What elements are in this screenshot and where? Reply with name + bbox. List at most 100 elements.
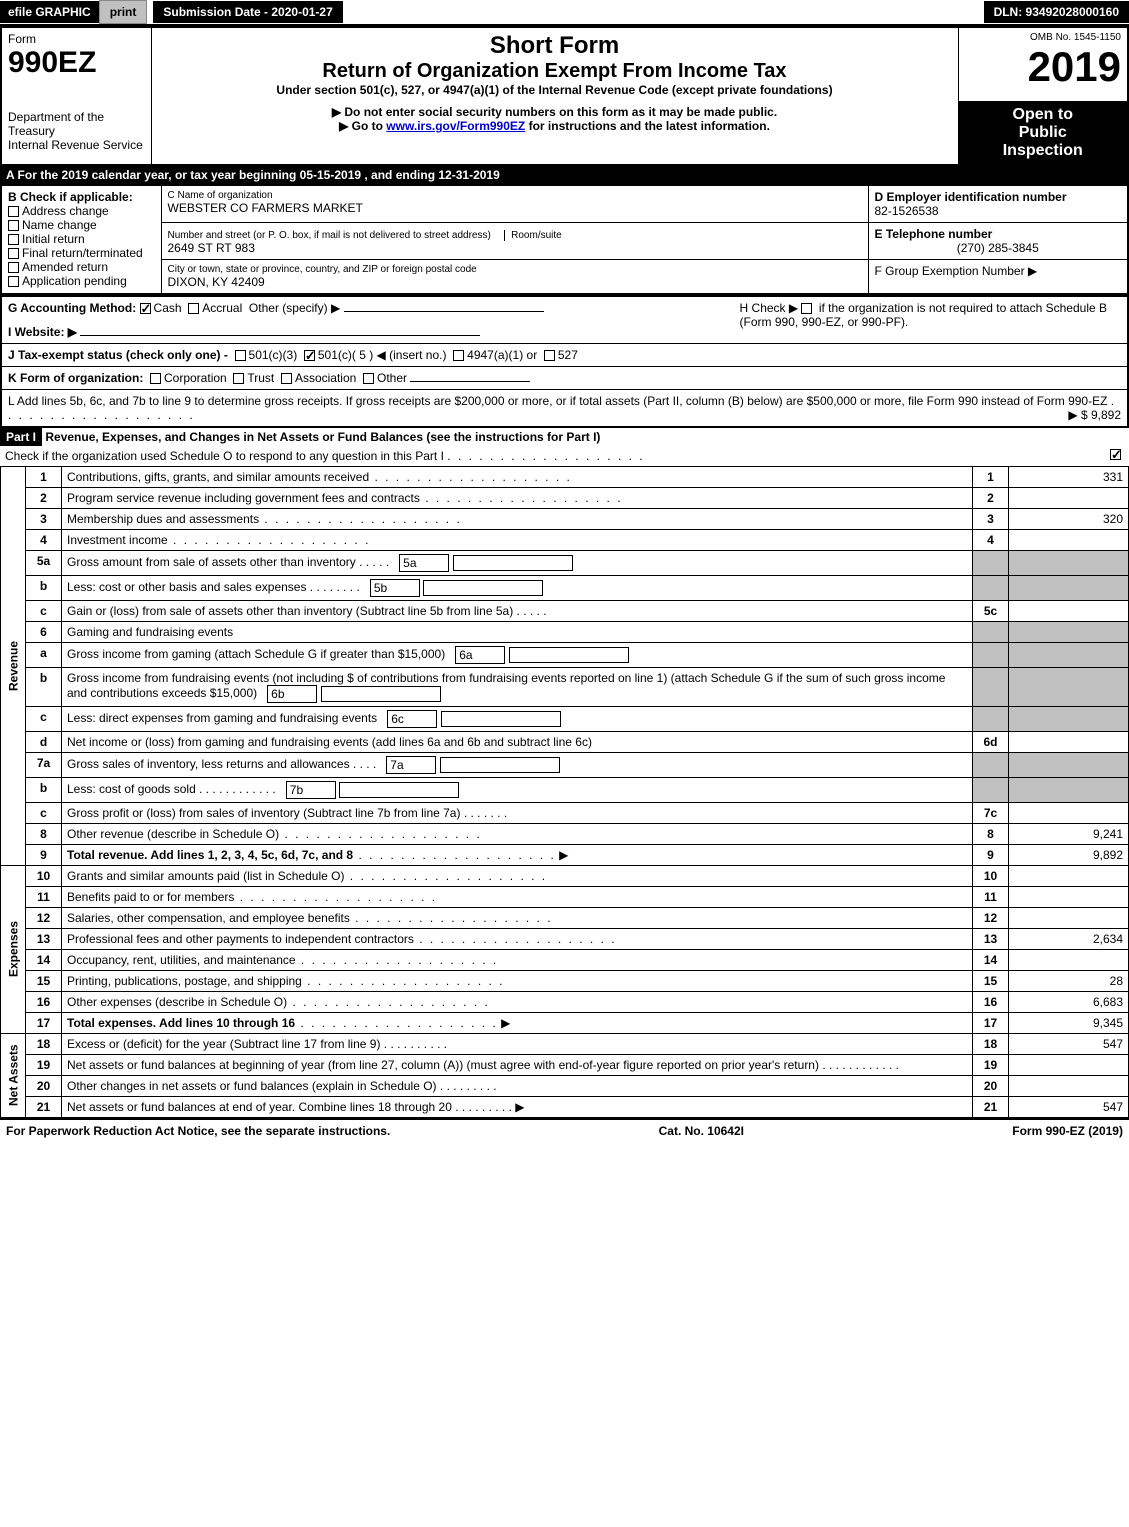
shade-cell <box>973 642 1009 667</box>
chk-cash[interactable] <box>140 303 151 314</box>
row-13: 13 Professional fees and other payments … <box>1 928 1129 949</box>
chk-initial-return[interactable]: Initial return <box>8 232 155 246</box>
sub-6b-label: 6b <box>267 685 317 703</box>
line-amount <box>1009 529 1129 550</box>
row-9: 9 Total revenue. Add lines 1, 2, 3, 4, 5… <box>1 844 1129 865</box>
line-ref: 4 <box>973 529 1009 550</box>
dots-icon <box>234 890 437 904</box>
line-desc: Other expenses (describe in Schedule O) <box>67 995 287 1009</box>
dots-icon <box>295 1016 498 1030</box>
chk-assoc[interactable] <box>281 373 292 384</box>
chk-other-org[interactable] <box>363 373 374 384</box>
line-k-label: K Form of organization: <box>8 371 143 385</box>
line-desc: Gross profit or (loss) from sales of inv… <box>67 806 460 820</box>
line-num: 10 <box>26 865 62 886</box>
line-desc: Net income or (loss) from gaming and fun… <box>67 735 592 749</box>
chk-name-change-label: Name change <box>22 218 97 232</box>
line-ref: 14 <box>973 949 1009 970</box>
row-14: 14 Occupancy, rent, utilities, and maint… <box>1 949 1129 970</box>
line-amount <box>1009 731 1129 752</box>
line-ref: 3 <box>973 508 1009 529</box>
row-8: 8 Other revenue (describe in Schedule O)… <box>1 823 1129 844</box>
line-desc: Net assets or fund balances at beginning… <box>67 1058 819 1072</box>
row-4: 4 Investment income 4 <box>1 529 1129 550</box>
org-name: WEBSTER CO FARMERS MARKET <box>168 201 862 215</box>
line-ref: 10 <box>973 865 1009 886</box>
row-18: Net Assets 18 Excess or (deficit) for th… <box>1 1033 1129 1054</box>
footer-catno: Cat. No. 10642I <box>659 1124 744 1138</box>
row-7b: b Less: cost of goods sold . . . . . . .… <box>1 777 1129 802</box>
line-num: b <box>26 667 62 706</box>
chk-schedule-o[interactable] <box>1110 449 1121 460</box>
line-desc: Benefits paid to or for members <box>67 890 234 904</box>
line-num: 20 <box>26 1075 62 1096</box>
chk-assoc-label: Association <box>295 371 356 385</box>
row-6c: c Less: direct expenses from gaming and … <box>1 706 1129 731</box>
line-num: c <box>26 706 62 731</box>
line-a-tax-year: A For the 2019 calendar year, or tax yea… <box>0 166 1129 184</box>
chk-accrual[interactable] <box>188 303 199 314</box>
chk-final-return[interactable]: Final return/terminated <box>8 246 155 260</box>
line-num: 17 <box>26 1012 62 1033</box>
chk-address-change[interactable]: Address change <box>8 204 155 218</box>
c-label: C Name of organization <box>168 190 862 201</box>
chk-amended-return-label: Amended return <box>22 260 108 274</box>
arrow-icon <box>498 1016 511 1030</box>
line-j-label: J Tax-exempt status (check only one) - <box>8 348 228 362</box>
row-5b: b Less: cost or other basis and sales ex… <box>1 575 1129 600</box>
irs-link[interactable]: www.irs.gov/Form990EZ <box>386 119 525 133</box>
efile-badge: efile GRAPHIC <box>0 1 99 23</box>
line-amount: 547 <box>1009 1033 1129 1054</box>
other-specify-input[interactable] <box>344 311 544 312</box>
line-amount: 2,634 <box>1009 928 1129 949</box>
row-5c: c Gain or (loss) from sale of assets oth… <box>1 600 1129 621</box>
sub-7a-label: 7a <box>386 756 436 774</box>
chk-schedule-b[interactable] <box>801 303 812 314</box>
line-desc: Less: cost of goods sold <box>67 782 196 796</box>
dots-icon <box>344 869 547 883</box>
line-desc: Occupancy, rent, utilities, and maintena… <box>67 953 296 967</box>
chk-501c[interactable] <box>304 350 315 361</box>
shade-cell <box>1009 550 1129 575</box>
line-num: d <box>26 731 62 752</box>
line-amount <box>1009 907 1129 928</box>
chk-trust[interactable] <box>233 373 244 384</box>
tax-year: 2019 <box>965 43 1122 91</box>
sub-7b-value <box>339 782 459 798</box>
chk-application-pending[interactable]: Application pending <box>8 274 155 288</box>
shade-cell <box>1009 667 1129 706</box>
line-desc: Gross income from gaming (attach Schedul… <box>67 647 445 661</box>
top-bar: efile GRAPHIC print Submission Date - 20… <box>0 0 1129 26</box>
other-org-input[interactable] <box>410 381 530 382</box>
line-num: 9 <box>26 844 62 865</box>
line-amount <box>1009 487 1129 508</box>
omb-number: OMB No. 1545-1150 <box>965 32 1122 43</box>
row-6b: b Gross income from fundraising events (… <box>1 667 1129 706</box>
chk-501c3[interactable] <box>235 350 246 361</box>
line-desc: Gross income from fundraising events (no… <box>67 671 945 700</box>
shade-cell <box>1009 706 1129 731</box>
f-label: F Group Exemption Number ▶ <box>875 264 1122 278</box>
print-button[interactable]: print <box>99 0 148 24</box>
chk-4947-label: 4947(a)(1) or <box>467 348 537 362</box>
website-input[interactable] <box>80 335 480 336</box>
chk-other-org-label: Other <box>377 371 407 385</box>
line-desc: Gross amount from sale of assets other t… <box>67 555 356 569</box>
line-num: 14 <box>26 949 62 970</box>
chk-527[interactable] <box>544 350 555 361</box>
line-ref: 2 <box>973 487 1009 508</box>
chk-4947[interactable] <box>453 350 464 361</box>
arrow-icon <box>556 848 569 862</box>
chk-final-return-label: Final return/terminated <box>22 246 143 260</box>
sub-7a-value <box>440 757 560 773</box>
line-num: c <box>26 802 62 823</box>
chk-amended-return[interactable]: Amended return <box>8 260 155 274</box>
form-word: Form <box>8 32 145 46</box>
sub-5b-label: 5b <box>370 579 420 597</box>
dln-label: DLN: 93492028000160 <box>984 1 1129 23</box>
subtitle: Under section 501(c), 527, or 4947(a)(1)… <box>158 83 952 97</box>
line-desc: Total expenses. Add lines 10 through 16 <box>67 1016 295 1030</box>
chk-name-change[interactable]: Name change <box>8 218 155 232</box>
chk-corp[interactable] <box>150 373 161 384</box>
row-6: 6 Gaming and fundraising events <box>1 621 1129 642</box>
